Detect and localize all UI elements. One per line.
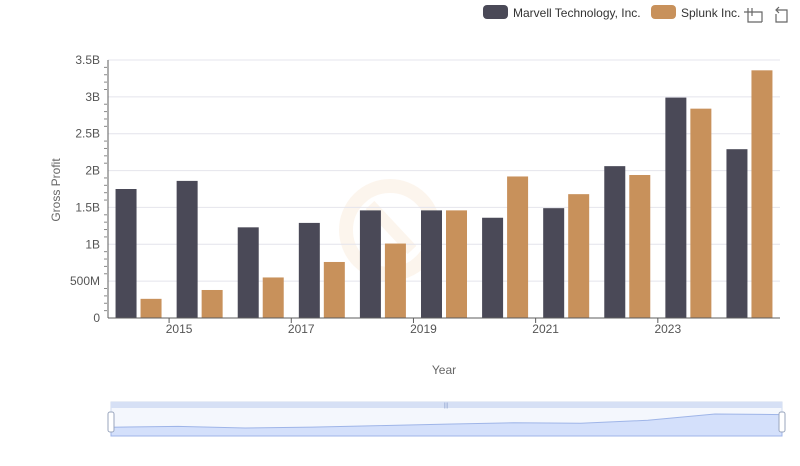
bar-marvell-2024[interactable] [726, 149, 748, 318]
x-tick-label: 2021 [532, 322, 559, 336]
bar-splunk-2015[interactable] [201, 289, 223, 318]
y-tick-label: 1B [85, 237, 100, 251]
bar-splunk-2016[interactable] [262, 277, 284, 318]
legend-swatch-marvell [483, 5, 508, 19]
y-tick-label: 0 [93, 311, 100, 325]
bar-marvell-2014[interactable] [115, 189, 137, 318]
bar-marvell-2017[interactable] [298, 222, 320, 318]
y-tick-label: 3.5B [75, 53, 100, 67]
bar-marvell-2020[interactable] [482, 217, 504, 318]
bar-splunk-2021[interactable] [568, 194, 590, 318]
bar-marvell-2018[interactable] [359, 210, 381, 318]
y-tick-label: 1.5B [75, 200, 100, 214]
bar-splunk-2023[interactable] [690, 108, 712, 318]
zoom-handle-right[interactable] [778, 411, 786, 433]
bar-splunk-2024[interactable] [751, 70, 773, 318]
x-axis-title: Year [432, 363, 456, 377]
zoom-preview-area [110, 413, 783, 437]
zoom-top-bar[interactable] [111, 402, 782, 408]
legend-item-splunk[interactable]: Splunk Inc. [651, 5, 740, 20]
x-axis: 2015 2017 2019 2021 2023 [108, 317, 780, 336]
y-tick-label: 500M [70, 274, 100, 288]
bar-marvell-2019[interactable] [421, 210, 442, 318]
bar-marvell-2021[interactable] [543, 208, 565, 318]
x-tick-label: 2019 [410, 322, 437, 336]
y-axis-title: Gross Profit [49, 158, 63, 222]
restore-icon[interactable] [775, 6, 788, 23]
bar-splunk-2020[interactable] [507, 176, 529, 318]
zoom-box-icon[interactable] [744, 8, 763, 23]
x-tick-label: 2017 [288, 322, 315, 336]
bar-splunk-2019[interactable] [446, 210, 467, 318]
bar-marvell-2016[interactable] [237, 227, 259, 318]
bar-splunk-2017[interactable] [323, 261, 345, 318]
zoom-grip-icon: ||| [444, 403, 449, 409]
y-tick-label: 2B [85, 164, 100, 178]
legend-item-marvell[interactable]: Marvell Technology, Inc. [483, 5, 641, 20]
legend-label-splunk: Splunk Inc. [681, 6, 740, 20]
data-zoom-slider[interactable]: ||| [107, 401, 786, 437]
x-tick-label: 2023 [654, 322, 681, 336]
legend-swatch-splunk [651, 5, 676, 19]
zoom-handle-left[interactable] [107, 411, 115, 433]
y-axis: 0 500M 1B 1.5B 2B 2.5B 3B 3.5B [70, 53, 109, 325]
bar-marvell-2023[interactable] [665, 97, 687, 318]
x-tick-label: 2015 [166, 322, 193, 336]
bar-splunk-2018[interactable] [384, 243, 406, 318]
legend-label-marvell: Marvell Technology, Inc. [513, 6, 641, 20]
legend: Marvell Technology, Inc. Splunk Inc. [483, 5, 740, 20]
bar-marvell-2015[interactable] [176, 180, 198, 318]
y-tick-label: 3B [85, 90, 100, 104]
bar-marvell-2022[interactable] [604, 166, 626, 318]
y-tick-label: 2.5B [75, 127, 100, 141]
bar-splunk-2022[interactable] [629, 174, 651, 318]
bars [115, 70, 773, 318]
bar-splunk-2014[interactable] [140, 298, 162, 318]
